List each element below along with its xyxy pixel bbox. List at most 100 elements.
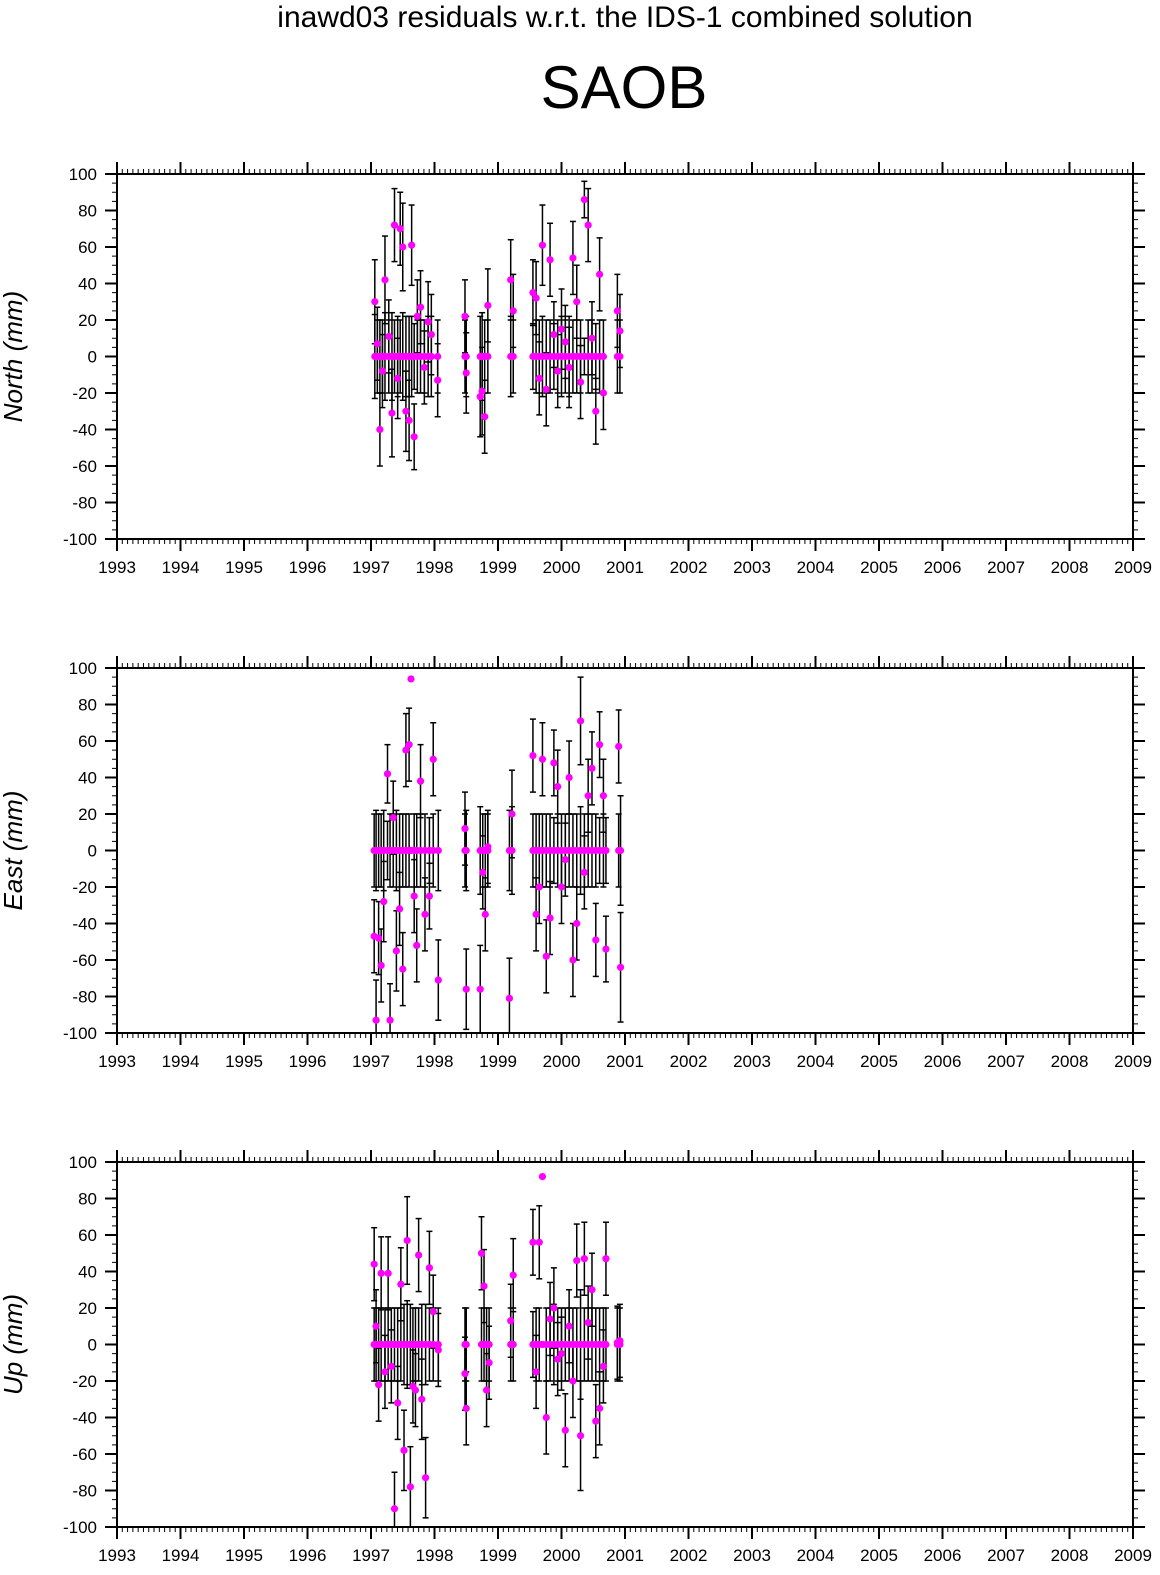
data-point bbox=[402, 746, 410, 754]
x-tick-label: 1996 bbox=[289, 1546, 327, 1565]
data-point bbox=[377, 1269, 385, 1277]
x-tick-label: 1998 bbox=[416, 558, 454, 577]
data-point bbox=[505, 994, 514, 1002]
x-tick-label: 2006 bbox=[924, 1546, 962, 1565]
x-tick-label: 2007 bbox=[987, 1052, 1025, 1071]
zero-point bbox=[616, 846, 625, 855]
zero-point bbox=[602, 846, 610, 855]
zero-point bbox=[429, 1340, 437, 1349]
data-point bbox=[476, 393, 484, 401]
x-tick-label: 2003 bbox=[733, 1546, 771, 1565]
data-point bbox=[535, 1238, 543, 1246]
data-point bbox=[381, 1368, 389, 1376]
data-point bbox=[613, 307, 621, 315]
y-tick-label: 60 bbox=[78, 238, 97, 257]
data-point bbox=[394, 374, 402, 382]
x-tick-label: 1993 bbox=[98, 1052, 136, 1071]
x-tick-label: 1994 bbox=[162, 1546, 200, 1565]
x-tick-label: 2003 bbox=[733, 1052, 771, 1071]
zero-point bbox=[434, 1340, 442, 1349]
data-point bbox=[462, 1404, 470, 1412]
north-x-axis: 1993 1994 1995 1996 1997 1998 1999 2000 2001 2002… bbox=[98, 162, 1152, 577]
data-point bbox=[565, 363, 573, 372]
data-point bbox=[421, 910, 429, 918]
x-tick-label: 2009 bbox=[1114, 558, 1152, 577]
y-tick-label: -80 bbox=[72, 1482, 97, 1501]
data-point bbox=[388, 409, 396, 417]
data-point bbox=[424, 318, 432, 326]
y-tick-label: 60 bbox=[78, 732, 97, 751]
data-point bbox=[561, 338, 569, 346]
data-point bbox=[372, 1016, 380, 1024]
data-point bbox=[416, 303, 425, 311]
data-point bbox=[602, 945, 610, 953]
data-point bbox=[532, 294, 540, 302]
x-tick-label: 2007 bbox=[987, 1546, 1025, 1565]
y-tick-label: 0 bbox=[88, 1336, 97, 1355]
y-tick-label: -20 bbox=[72, 878, 97, 897]
data-point bbox=[599, 389, 608, 397]
data-point bbox=[584, 792, 592, 800]
x-tick-label: 2002 bbox=[670, 1052, 708, 1071]
station-name: SAOB bbox=[541, 54, 708, 121]
data-point bbox=[554, 783, 562, 791]
x-tick-label: 1997 bbox=[352, 1052, 390, 1071]
data-point bbox=[384, 1269, 392, 1277]
data-point bbox=[462, 985, 470, 993]
data-point bbox=[370, 1260, 378, 1268]
data-point bbox=[576, 1432, 585, 1440]
data-point bbox=[402, 407, 410, 415]
data-point bbox=[532, 1368, 540, 1376]
data-point bbox=[588, 334, 596, 342]
data-point bbox=[576, 717, 585, 725]
data-point bbox=[461, 1370, 469, 1378]
up-y-axis-label: Up (mm) bbox=[0, 1294, 28, 1395]
x-tick-label: 2000 bbox=[543, 1546, 581, 1565]
data-point bbox=[392, 947, 400, 955]
data-point bbox=[557, 883, 566, 891]
data-point bbox=[580, 868, 588, 877]
data-point bbox=[478, 387, 486, 395]
panels: 1993 1994 1995 1996 1997 1998 1999 2000 2001 2002… bbox=[0, 162, 1152, 1565]
data-point bbox=[576, 378, 585, 386]
up-plot-frame bbox=[116, 1161, 1134, 1528]
data-point bbox=[484, 301, 492, 309]
x-tick-label: 1998 bbox=[416, 1052, 454, 1071]
data-point bbox=[592, 936, 600, 944]
y-tick-label: -80 bbox=[72, 494, 97, 513]
data-point bbox=[425, 892, 434, 900]
y-tick-label: -100 bbox=[63, 1024, 97, 1043]
x-tick-label: 1998 bbox=[416, 1546, 454, 1565]
zero-point bbox=[427, 352, 435, 361]
data-point bbox=[538, 1173, 547, 1181]
data-point bbox=[616, 327, 624, 335]
east-y-axis: 100 80 60 40 20 0 -20 -40 -60 -80 -100 bbox=[63, 659, 1145, 1043]
x-tick-label: 2001 bbox=[606, 558, 644, 577]
data-point bbox=[615, 742, 623, 751]
up-panel: 1993 1994 1995 1996 1997 1998 1999 2000 2001 2002… bbox=[0, 1150, 1152, 1565]
x-tick-label: 2009 bbox=[1114, 1546, 1152, 1565]
zero-point bbox=[602, 1340, 610, 1349]
up-data-series bbox=[370, 1173, 624, 1528]
data-point bbox=[599, 1362, 608, 1370]
x-tick-label: 2002 bbox=[670, 558, 708, 577]
y-tick-label: 40 bbox=[78, 769, 97, 788]
data-point bbox=[550, 759, 558, 767]
data-point bbox=[479, 868, 487, 877]
data-point bbox=[418, 1395, 426, 1403]
data-point bbox=[529, 752, 537, 760]
data-point bbox=[481, 413, 489, 421]
data-point bbox=[482, 1386, 491, 1394]
data-point bbox=[429, 755, 437, 763]
data-point bbox=[434, 976, 442, 984]
data-point bbox=[410, 433, 418, 441]
data-point bbox=[573, 298, 581, 306]
data-point bbox=[481, 910, 489, 918]
x-tick-label: 1993 bbox=[98, 558, 136, 577]
data-point bbox=[375, 934, 383, 942]
data-point bbox=[411, 1386, 420, 1394]
data-point bbox=[546, 914, 554, 922]
y-tick-label: -60 bbox=[72, 1445, 97, 1464]
data-point bbox=[596, 1404, 604, 1412]
